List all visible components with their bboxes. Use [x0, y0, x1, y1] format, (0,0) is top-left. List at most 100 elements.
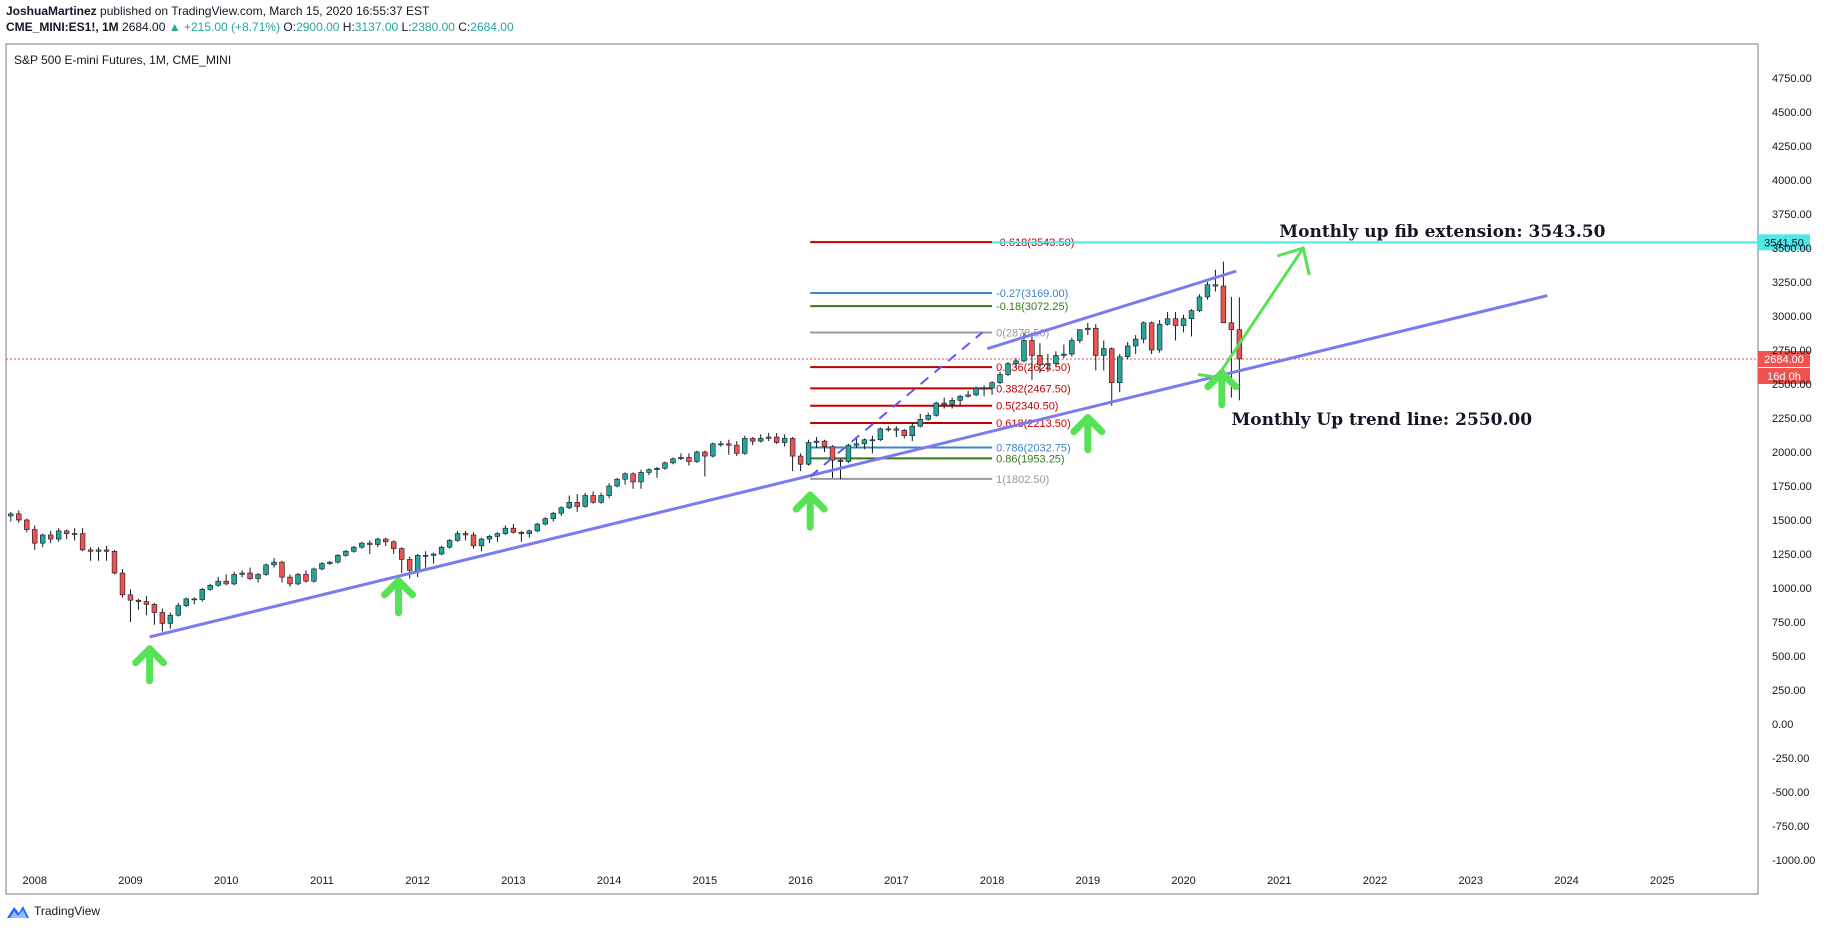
- candle-body: [837, 459, 844, 462]
- candle-body: [1164, 318, 1171, 325]
- y-tick-label: 2500.00: [1772, 379, 1812, 391]
- candle-body: [1196, 296, 1203, 311]
- up-arrow-head: [792, 491, 828, 513]
- candle-body: [1101, 348, 1107, 356]
- y-tick-label: 250.00: [1772, 685, 1806, 697]
- candle-body: [582, 495, 588, 507]
- cyan-price-tag: [1758, 234, 1810, 251]
- candle-body: [183, 598, 189, 606]
- candle-body: [1021, 340, 1027, 362]
- fib-level-label: 0.382(2467.50): [996, 383, 1071, 395]
- candle-body: [406, 559, 413, 571]
- candle-body: [327, 561, 333, 564]
- price-change: ▲ +215.00 (+8.71%): [168, 20, 281, 34]
- x-tick-label: 2008: [22, 875, 46, 887]
- candle-body: [1228, 322, 1235, 330]
- candle-body: [670, 458, 676, 464]
- candle-body: [1093, 327, 1099, 356]
- y-tick-label: 2750.00: [1772, 345, 1812, 357]
- x-tick-label: 2013: [501, 875, 525, 887]
- up-arrow-head: [1070, 414, 1106, 436]
- dashed-channel-line: [809, 331, 984, 478]
- candle-body: [1156, 323, 1163, 351]
- y-tick-label: 2000.00: [1772, 447, 1812, 459]
- y-tick-label: -250.00: [1772, 753, 1809, 765]
- candle-body: [1212, 284, 1219, 287]
- candle-body: [1124, 345, 1131, 358]
- candle-body: [526, 530, 533, 534]
- x-tick-label: 2021: [1267, 875, 1291, 887]
- candle-body: [1085, 327, 1091, 330]
- annotation-text: Monthly up fib extension: 3543.50: [1279, 222, 1605, 242]
- drawings: Monthly up fib extension: 3543.50 Monthly…: [132, 222, 1606, 685]
- candle-body: [949, 400, 955, 405]
- x-tick-label: 2009: [118, 875, 142, 887]
- candle-body: [574, 502, 580, 507]
- candle-body: [359, 542, 365, 548]
- candle-body: [973, 387, 979, 396]
- up-arrow-icon: [132, 645, 168, 685]
- candle-body: [1180, 318, 1187, 326]
- candle-body: [1132, 338, 1139, 347]
- candle-body: [1053, 355, 1059, 364]
- candle-body: [231, 574, 237, 585]
- countdown-label: 16d 0h: [1767, 371, 1801, 383]
- candle-body: [223, 580, 229, 585]
- x-tick-label: 2020: [1171, 875, 1195, 887]
- candle-body: [598, 495, 604, 503]
- candle-body: [694, 451, 700, 462]
- fib-level-label: 0.786(2032.75): [996, 443, 1071, 455]
- candle-body: [135, 599, 142, 602]
- candle-body: [702, 451, 708, 457]
- candle-body: [383, 538, 389, 543]
- candle-body: [279, 561, 285, 578]
- candle-body: [462, 533, 469, 536]
- author-name[interactable]: JoshuaMartinez: [6, 4, 97, 18]
- annotation-text: Monthly Up trend line: 2550.00: [1231, 410, 1532, 430]
- candle-body: [1013, 360, 1019, 364]
- candle-body: [367, 542, 373, 545]
- candle-body: [861, 439, 868, 445]
- footer: TradingView: [6, 903, 100, 919]
- fib-level-label: 0(2878.50): [996, 328, 1049, 340]
- candle-body: [287, 576, 293, 585]
- candle-body: [1061, 353, 1067, 356]
- up-arrow-head: [1204, 369, 1240, 391]
- y-tick-label: 1250.00: [1772, 549, 1812, 561]
- candle-body: [335, 555, 341, 563]
- candle-body: [1037, 355, 1043, 366]
- price-axis[interactable]: 4750.00 4500.00 4250.00 4000.00 3750.00 3500.…: [1772, 73, 1815, 867]
- footer-brand[interactable]: TradingView: [34, 904, 101, 918]
- candle-body: [1045, 363, 1051, 366]
- candle-body: [255, 574, 261, 579]
- candle-body: [1005, 363, 1011, 375]
- candle-body: [87, 549, 94, 552]
- candle-body: [909, 425, 915, 436]
- candle-body: [662, 462, 668, 469]
- candle-body: [765, 436, 772, 439]
- fib-level-label: 0.236(2624.50): [996, 362, 1071, 374]
- current-price-label: 2684.00: [1764, 354, 1804, 366]
- candle-body: [853, 443, 860, 446]
- candle-body: [678, 457, 684, 460]
- candle-body: [103, 549, 110, 552]
- time-axis[interactable]: 2008 2009 2010 2011 2012 2013 2014 2015 2016 2017…: [22, 875, 1674, 887]
- y-tick-label: 3000.00: [1772, 311, 1812, 323]
- x-tick-label: 2017: [884, 875, 908, 887]
- candle-body: [742, 438, 748, 454]
- candle-body: [829, 446, 836, 461]
- candle-body: [1148, 322, 1155, 351]
- candle-body: [470, 534, 477, 547]
- open-label: O:: [283, 20, 297, 34]
- candle-body: [151, 604, 158, 613]
- candle-body: [422, 555, 429, 557]
- candle-body: [630, 473, 636, 483]
- candle-body: [247, 572, 253, 579]
- candle-body: [917, 419, 923, 427]
- candle-body: [1188, 310, 1195, 320]
- candle-body: [797, 455, 804, 465]
- candle-body: [965, 394, 971, 397]
- candle-body: [478, 538, 485, 547]
- candle-body: [566, 502, 572, 509]
